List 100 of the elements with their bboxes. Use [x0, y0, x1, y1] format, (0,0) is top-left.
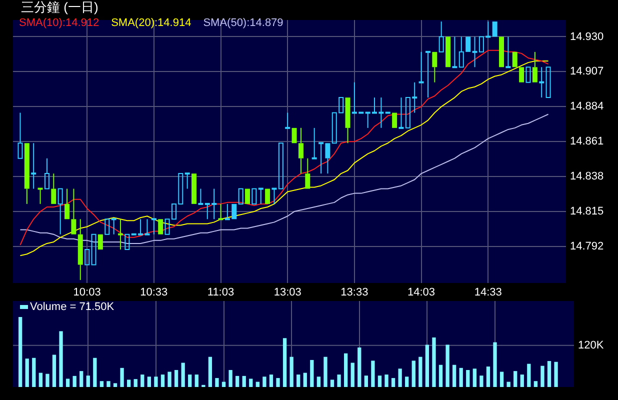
bar: [228, 370, 232, 387]
bar: [540, 366, 544, 387]
bar: [181, 362, 185, 387]
bar: [100, 381, 104, 387]
bar: [324, 356, 328, 387]
bar: [113, 383, 118, 387]
bar: [446, 344, 450, 387]
candlestick: [151, 218, 156, 235]
bar: [290, 356, 294, 387]
bar: [514, 371, 518, 387]
bar: [412, 360, 416, 387]
text: SMA(50):14.879: [203, 17, 284, 30]
bar: [249, 378, 253, 387]
bar: [52, 354, 56, 387]
candlestick: [31, 142, 36, 190]
bar: [282, 338, 287, 387]
candlestick: [38, 188, 43, 204]
bar: [364, 376, 368, 387]
candlestick: [285, 112, 290, 129]
candlestick: [78, 218, 83, 280]
candlestick: [539, 66, 544, 98]
candlestick: [398, 97, 404, 129]
bar: [154, 376, 158, 387]
bar: [472, 368, 476, 387]
bar: [480, 376, 484, 387]
bar: [235, 376, 240, 387]
bar: [554, 362, 558, 387]
candlestick: [218, 203, 224, 220]
candlestick: [432, 52, 438, 83]
candlestick: [51, 173, 56, 204]
x-tick-label: 10:33: [140, 286, 168, 299]
bar: [371, 360, 375, 387]
bar: [134, 379, 138, 387]
bar: [432, 337, 436, 387]
bar: [500, 372, 504, 387]
candlestick: [272, 188, 277, 204]
bar: [459, 368, 463, 387]
chart-title: 三分鐘 (一日): [21, 0, 98, 15]
bar: [391, 378, 396, 387]
bar: [188, 374, 192, 387]
bar: [493, 342, 497, 387]
candlestick: [298, 127, 304, 174]
y-tick-label: 14.815: [570, 206, 604, 218]
bar: [405, 376, 409, 387]
bar: [106, 381, 110, 387]
candlestick: [184, 172, 190, 190]
bar: [222, 382, 226, 387]
bar: [452, 364, 456, 387]
bar: [160, 374, 165, 387]
candlestick: [111, 218, 116, 235]
bar: [438, 364, 443, 387]
bar: [242, 376, 246, 387]
bar: [59, 331, 63, 387]
candlestick: [118, 218, 123, 250]
bar: [120, 368, 124, 387]
x-tick-label: 10:03: [73, 286, 101, 299]
candlestick: [24, 143, 30, 204]
x-tick-label: 14:33: [474, 286, 502, 299]
bar: [378, 376, 382, 387]
candlestick: [58, 188, 63, 235]
bar: [86, 376, 90, 387]
bar: [262, 376, 266, 387]
bar: [398, 368, 402, 387]
bar: [330, 380, 334, 387]
bar: [303, 372, 307, 387]
bar: [276, 378, 280, 387]
x-tick-label: 13:03: [274, 286, 302, 299]
candlestick: [506, 36, 511, 68]
bar: [208, 356, 212, 387]
bar: [80, 371, 84, 387]
bar: [174, 370, 178, 387]
x-tick-label: 13:33: [340, 286, 368, 299]
candlestick: [532, 51, 538, 82]
x-tick-label: 14:03: [408, 286, 436, 299]
text: SMA(20):14.914: [111, 17, 192, 30]
x-tick-label: 11:03: [207, 286, 234, 299]
candlestick: [452, 36, 458, 68]
bar: [32, 358, 36, 387]
bar: [534, 381, 538, 387]
bar: [38, 372, 42, 387]
bar: [350, 362, 354, 387]
candlestick: [312, 127, 317, 160]
bar: [506, 382, 510, 387]
bar: [215, 378, 219, 387]
bar: [93, 358, 97, 387]
bar: [384, 374, 388, 387]
candlestick: [418, 51, 424, 84]
y-tick-label: 14.907: [570, 66, 604, 78]
bar: [316, 376, 321, 387]
bar: [140, 374, 144, 387]
bar: [527, 364, 531, 387]
bar: [18, 316, 22, 387]
bar: [547, 361, 552, 387]
bar: [66, 378, 70, 387]
bar: [147, 376, 151, 387]
bar: [310, 360, 314, 387]
y-tick-label: 14.930: [570, 30, 604, 43]
bar: [168, 372, 172, 387]
candlestick: [305, 158, 310, 189]
bar: [72, 376, 76, 387]
